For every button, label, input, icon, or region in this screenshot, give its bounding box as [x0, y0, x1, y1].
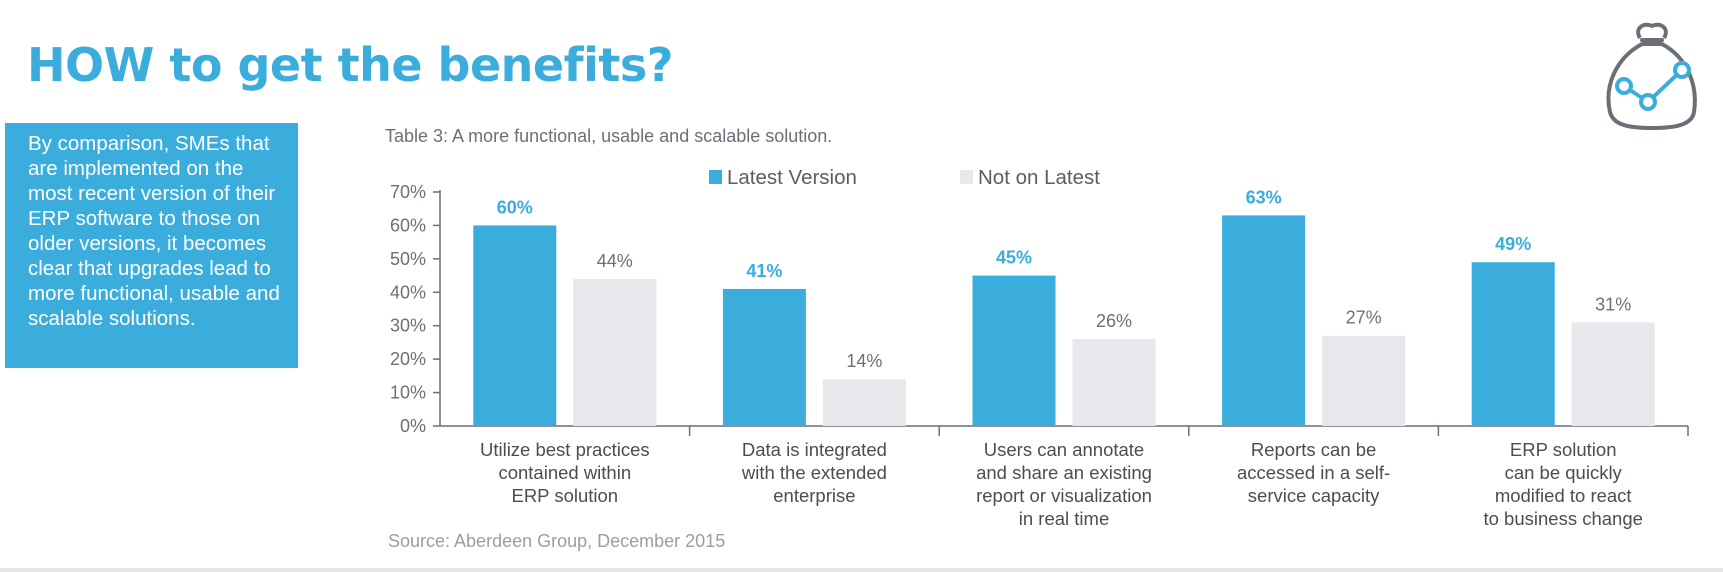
data-label: 44% — [597, 251, 633, 271]
page-title: HOW to get the benefits? — [27, 38, 673, 92]
chart-source: Source: Aberdeen Group, December 2015 — [388, 531, 725, 551]
x-category-label: with the extended — [741, 462, 887, 483]
data-label: 26% — [1096, 311, 1132, 331]
bar-not-on-latest — [1072, 339, 1156, 426]
y-tick-label: 50% — [390, 249, 426, 269]
legend-label: Latest Version — [727, 166, 857, 189]
x-category-label: can be quickly — [1505, 462, 1623, 483]
x-category-label: enterprise — [773, 485, 855, 506]
x-category-label: service capacity — [1248, 485, 1380, 506]
x-category-label: accessed in a self- — [1237, 462, 1390, 483]
data-label: 45% — [996, 248, 1032, 268]
bar-latest-version — [473, 225, 557, 426]
legend-swatch-latest — [709, 170, 722, 184]
x-category-label: report or visualization — [976, 485, 1152, 506]
data-label: 49% — [1495, 234, 1531, 254]
bar-not-on-latest — [822, 379, 906, 426]
x-category-label: modified to react — [1495, 485, 1632, 506]
bar-not-on-latest — [573, 278, 657, 426]
y-tick-label: 60% — [390, 215, 426, 235]
bar-latest-version — [1222, 215, 1306, 426]
money-bag-growth-icon — [1606, 22, 1697, 130]
x-category-label: in real time — [1019, 508, 1109, 529]
data-label: 14% — [846, 351, 882, 371]
bar-latest-version — [722, 288, 806, 426]
bar-not-on-latest — [1322, 335, 1406, 426]
bar-latest-version — [1471, 262, 1555, 426]
legend-label: Not on Latest — [978, 166, 1100, 189]
y-tick-label: 20% — [390, 349, 426, 369]
x-category-label: ERP solution — [511, 485, 618, 506]
x-category-label: ERP solution — [1510, 439, 1617, 460]
y-tick-label: 70% — [390, 182, 426, 202]
x-category-label: to business change — [1483, 508, 1642, 529]
bar-not-on-latest — [1571, 322, 1655, 426]
bottom-rule — [0, 568, 1723, 572]
data-label: 31% — [1595, 294, 1631, 314]
y-tick-label: 40% — [390, 282, 426, 302]
x-category-label: contained within — [498, 462, 631, 483]
x-category-label: Users can annotate — [984, 439, 1144, 460]
data-label: 27% — [1346, 308, 1382, 328]
x-category-label: Data is integrated — [742, 439, 887, 460]
x-category-label: Utilize best practices — [480, 439, 650, 460]
y-tick-label: 0% — [400, 416, 426, 436]
data-label: 63% — [1246, 187, 1282, 207]
legend-swatch-not-latest — [960, 170, 973, 184]
bar-latest-version — [972, 275, 1056, 426]
data-label: 41% — [746, 261, 782, 281]
summary-text: By comparison, SMEs that are implemented… — [28, 132, 280, 330]
data-label: 60% — [497, 197, 533, 217]
y-tick-label: 10% — [390, 383, 426, 403]
y-tick-label: 30% — [390, 316, 426, 336]
x-category-label: Reports can be — [1251, 439, 1376, 460]
summary-box: By comparison, SMEs that are implemented… — [5, 123, 298, 368]
chart-title: Table 3: A more functional, usable and s… — [385, 126, 832, 146]
x-category-label: and share an existing — [976, 462, 1152, 483]
